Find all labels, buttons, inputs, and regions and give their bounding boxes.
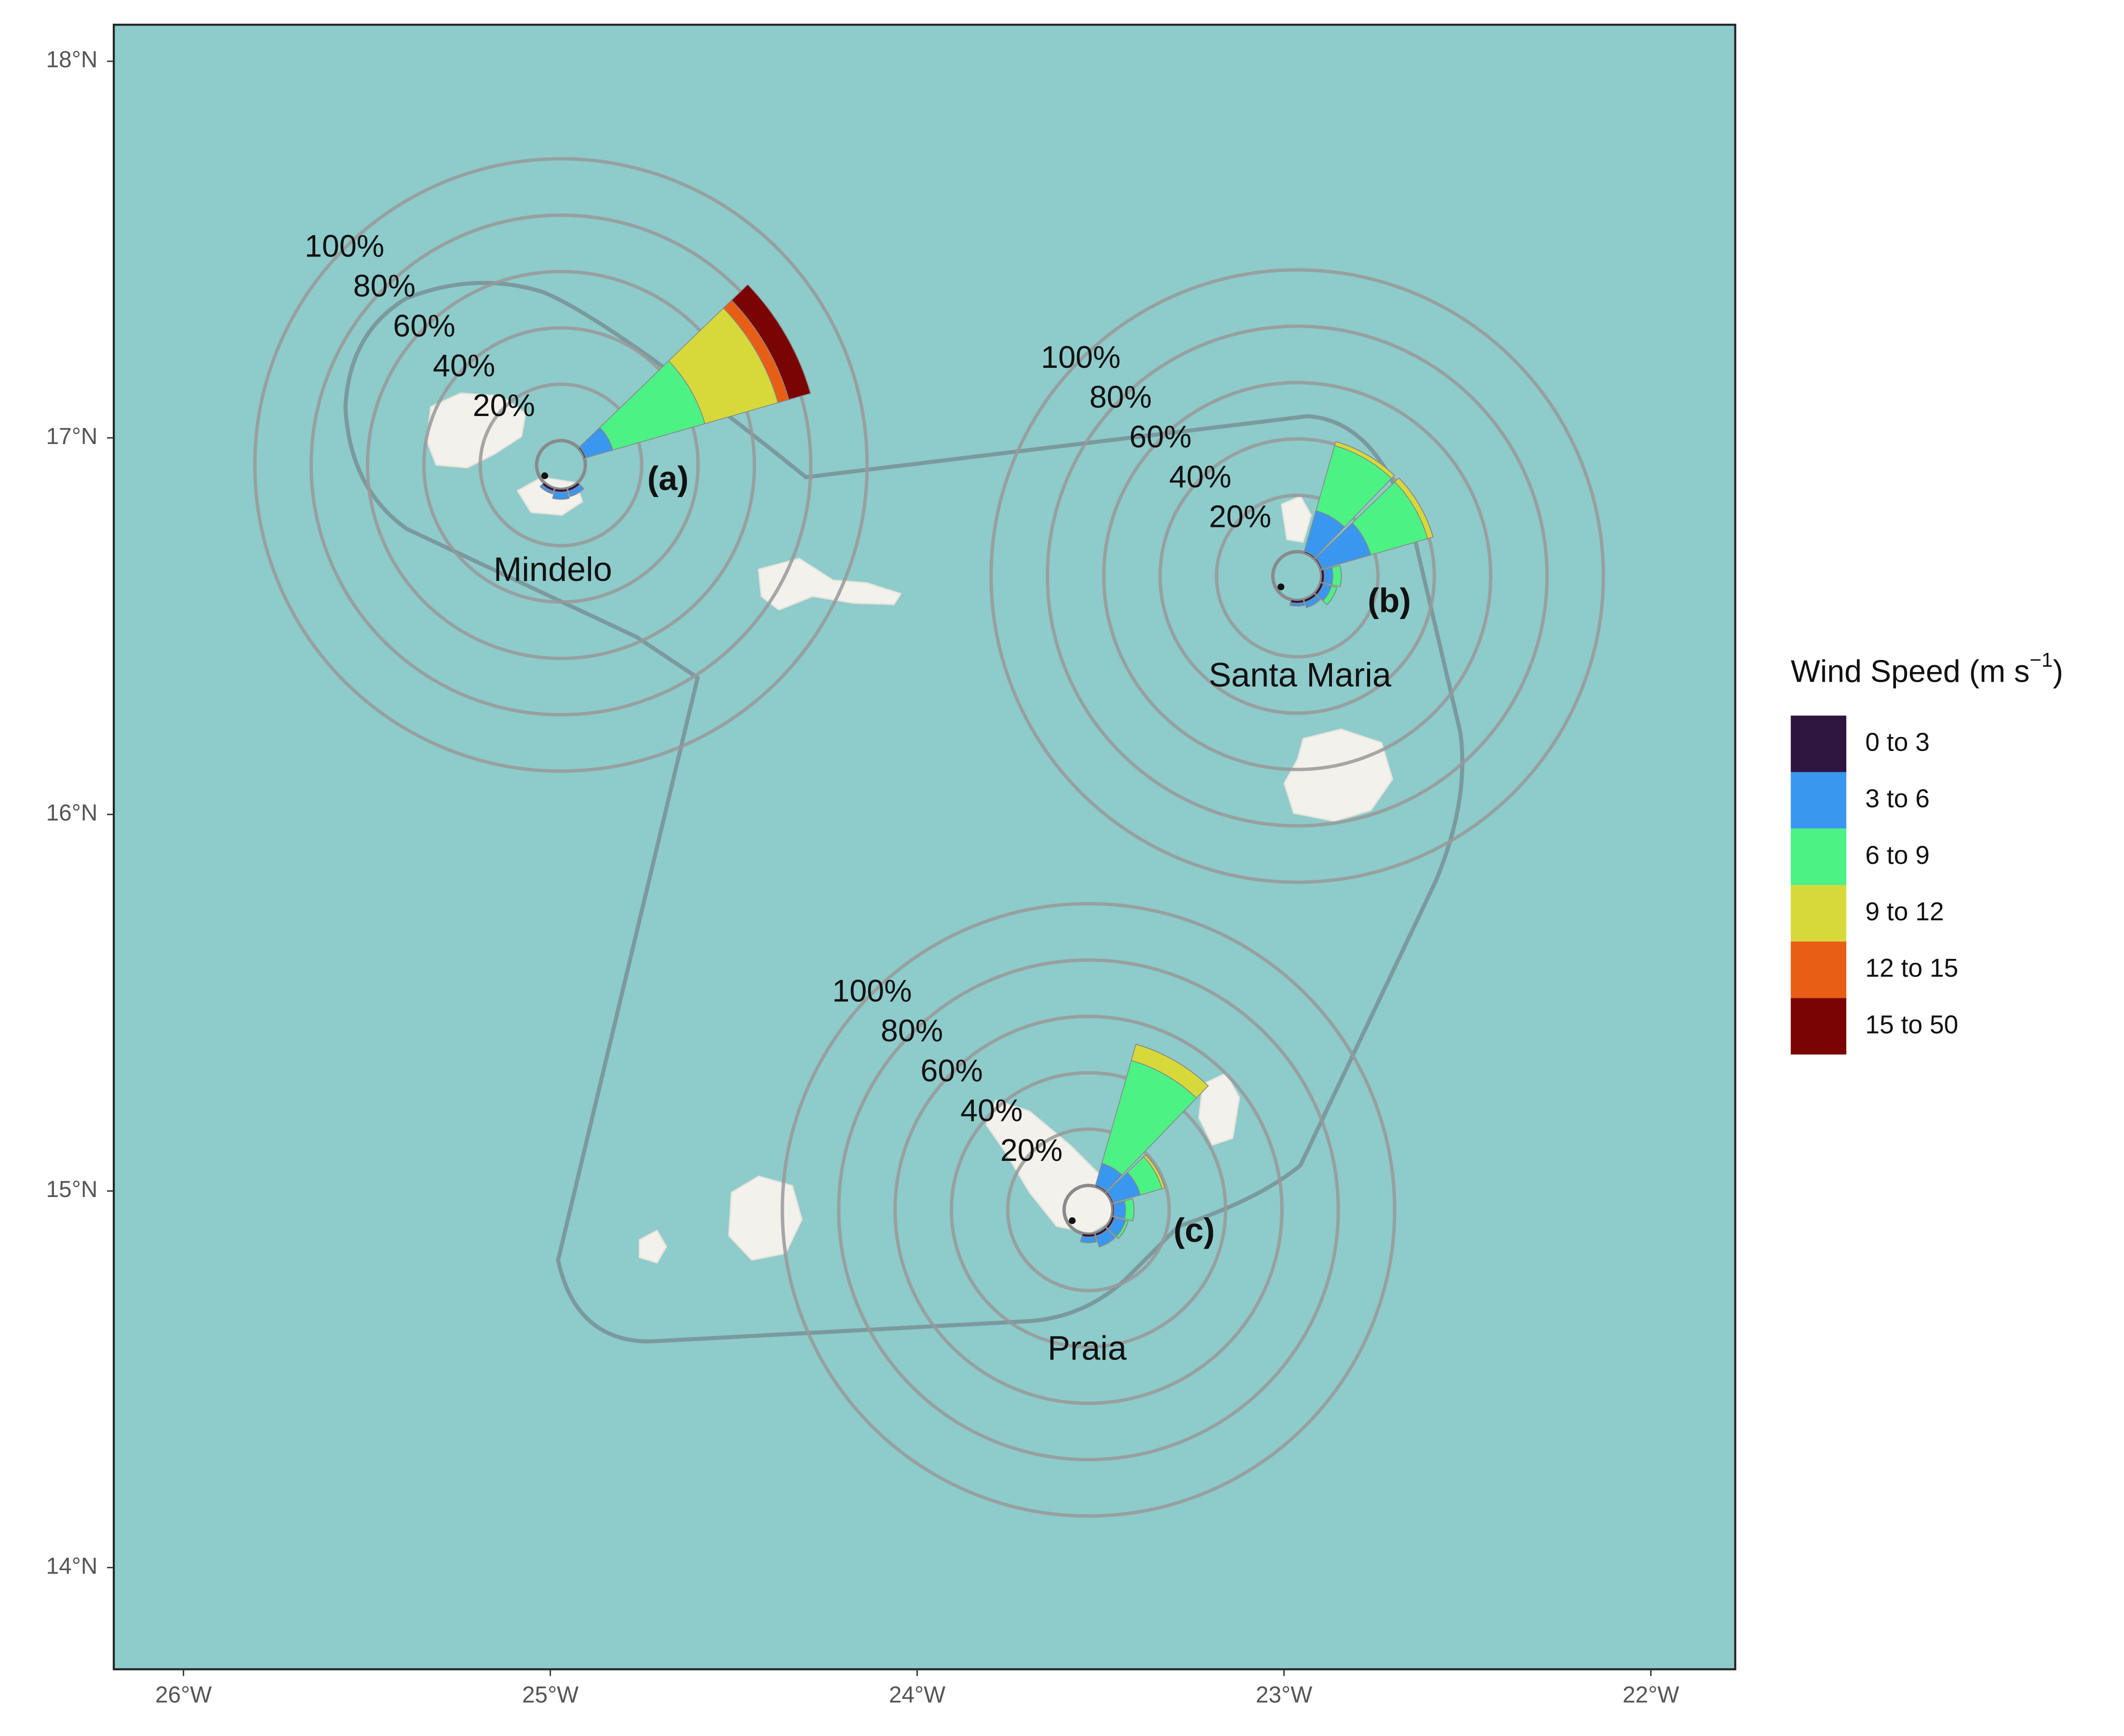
wind-rose: 20% 40% 60% 80% 100% Praia (c) [780,902,1397,1518]
x-tick-label: 23°W [1256,1682,1312,1708]
legend-key [1790,772,1846,829]
sea [112,24,1736,1670]
station-dot [1069,1217,1076,1225]
y-tick-label: 15°N [46,1177,98,1202]
rose-ring [309,213,813,717]
x-tick-label: 22°W [1623,1682,1679,1708]
rose-ring [1046,324,1549,828]
ring-label: 40% [433,348,495,383]
station-name: Santa Maria [1209,656,1392,694]
petal-segment [1323,566,1333,585]
petal-segment [1331,565,1342,588]
wind-roses: 20% 40% 60% 80% 100% Mindelo (a) 20% 40% 60% 80% 10… [253,157,1605,1518]
ring-label: 20% [1000,1133,1062,1168]
island [1280,495,1312,543]
ring-label: 100% [832,974,912,1009]
legend-label: 12 to 15 [1865,954,1958,982]
y-tick-label: 14°N [46,1553,98,1579]
station-name: Praia [1048,1329,1127,1367]
ring-label: 100% [305,229,384,263]
rose-ring [365,269,756,660]
legend-label: 0 to 3 [1865,728,1930,756]
petal-segment [1080,1241,1097,1243]
rose-ring [893,1014,1284,1405]
rose-ring [950,1071,1227,1349]
legend-label: 9 to 12 [1865,898,1944,926]
rose-ring [1006,1127,1171,1292]
wind-rose: 20% 40% 60% 80% 100% Santa Maria (b) [989,268,1605,884]
station-dot [541,472,548,479]
legend-label: 6 to 9 [1865,841,1930,870]
petal-segment [1339,565,1342,587]
y-tick-label: 16°N [46,800,98,826]
rose-ring [780,902,1397,1518]
ring-label: 80% [881,1013,943,1048]
island [638,1229,668,1264]
ring-label: 60% [1129,419,1192,454]
legend-key [1790,885,1846,942]
station-tag: (a) [647,459,689,498]
station-name: Mindelo [494,550,612,588]
legend-key [1790,942,1846,998]
rose-ring [837,958,1340,1462]
petal-segment [1306,599,1320,608]
flight-track [343,281,1465,1344]
x-tick-label: 26°W [155,1682,212,1708]
legend-title-superscript: −1 [2030,648,2053,671]
station-tag: (b) [1368,581,1411,619]
legend-title-end: ) [2053,654,2063,688]
station-tag: (c) [1173,1211,1215,1249]
rose-ring [1214,493,1380,659]
petal-segment [552,491,570,500]
x-tick-label: 24°W [889,1682,945,1708]
legend-key [1790,715,1846,772]
rose-ring [478,382,644,548]
ring-label: 80% [1089,380,1152,415]
ring-label: 60% [393,309,455,343]
rose-ring [989,268,1605,884]
island [758,557,902,611]
station-dot [1277,583,1285,591]
wind-rose: 20% 40% 60% 80% 100% Mindelo (a) [253,157,869,773]
rose-ring [1102,381,1492,771]
petal-segment [1113,1200,1126,1220]
ring-label: 20% [473,388,535,423]
legend-key [1790,998,1846,1055]
rose-ring [1158,437,1436,715]
ring-label: 100% [1041,340,1120,375]
petal-segment [1124,1198,1135,1222]
legend-key [1790,828,1846,885]
island [1283,728,1394,822]
petal-segment [1117,1221,1129,1239]
x-tick-label: 25°W [522,1682,578,1708]
ring-label: 40% [1169,459,1231,494]
petal-segment [1326,587,1338,605]
y-tick-label: 18°N [46,47,98,73]
legend-label: 3 to 6 [1865,785,1930,813]
axes: 26°W 25°W 24°W 23°W 22°W 18°N 17°N 16°N 15°N 14°N [46,47,1680,1708]
legend: Wind Speed (m s−1) 0 to 3 3 to 6 6 to 9 9 to… [1790,648,2063,1055]
legend-title: Wind Speed (m s−1) [1791,648,2063,688]
petal-segment [539,486,553,495]
ring-label: 80% [353,269,416,303]
y-tick-label: 17°N [46,424,98,449]
ring-label: 40% [960,1093,1022,1128]
rose-ring [253,157,869,773]
petal-segment [731,284,811,400]
petal-segment [1335,441,1395,476]
rose-ring [422,326,700,604]
legend-title-text: Wind Speed (m s [1791,654,2030,688]
legend-label: 15 to 50 [1865,1010,1958,1039]
ring-label: 60% [921,1053,983,1088]
petal-segment [1080,1236,1097,1243]
ring-label: 20% [1209,499,1271,534]
